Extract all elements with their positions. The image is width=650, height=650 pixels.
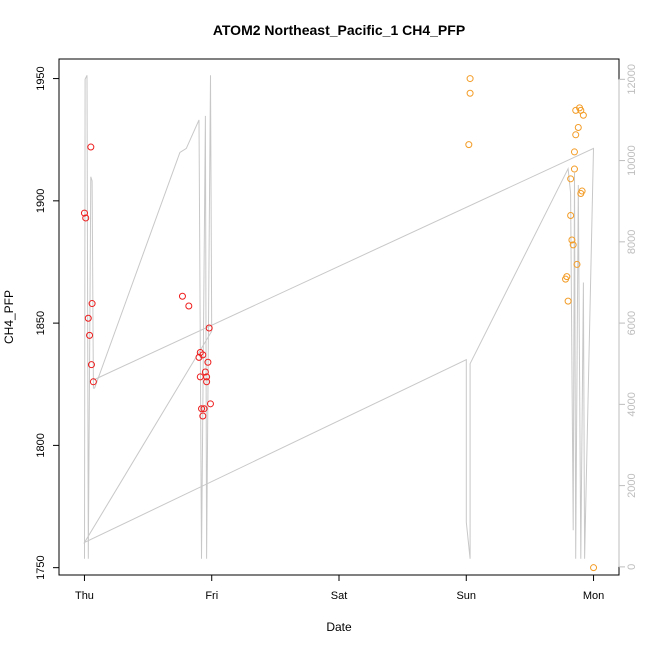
data-point-s1-19 [578,187,586,195]
data-point-s1-10 [570,148,578,156]
y2-tick-label: 2000 [626,473,638,497]
data-point-s0-4 [86,331,94,339]
y-axis-label: CH4_PFP [2,290,16,344]
data-point-s0-2 [87,143,95,151]
data-point-s1-0 [466,75,474,83]
data-point-s0-7 [89,378,97,386]
y2-tick-label: 4000 [626,392,638,416]
data-point-s0-22 [206,400,214,408]
y2-tick-label: 8000 [626,230,638,254]
altitude-line-layer [83,75,595,559]
data-point-s1-8 [568,236,576,244]
data-point-s0-3 [84,314,92,322]
data-point-s0-21 [205,324,213,332]
y-tick-label: 1800 [35,433,47,457]
y-tick-label: 1900 [35,189,47,213]
x-tick-label: Fri [205,590,218,602]
data-point-s1-9 [569,241,577,249]
data-point-s1-2 [465,141,473,149]
x-tick-label: Sun [456,590,476,602]
data-point-s1-14 [573,260,581,268]
data-point-s1-11 [570,165,578,173]
data-point-s1-6 [567,175,575,183]
data-point-s0-19 [203,373,211,381]
data-point-s0-20 [204,358,212,366]
data-point-s0-6 [87,361,95,369]
y-tick-label: 1750 [35,555,47,579]
data-point-s1-15 [574,123,582,131]
y2-tick-label: 10000 [626,145,638,176]
data-point-s0-15 [199,412,207,420]
data-point-s0-5 [88,300,96,308]
data-point-s1-7 [567,212,575,220]
y-tick-label: 1850 [35,311,47,335]
altitude-line [83,75,595,559]
y2-tick-label: 6000 [626,311,638,335]
chart-title: ATOM2 Northeast_Pacific_1 CH4_PFP [213,22,465,38]
data-point-s1-5 [564,297,572,305]
x-tick-label: Mon [583,590,604,602]
data-point-s0-16 [200,405,208,413]
y2-tick-label: 0 [626,564,638,570]
data-point-s0-12 [199,351,207,359]
data-point-s0-0 [80,209,88,217]
data-point-s0-9 [185,302,193,310]
axes-layer: Thu Fri Sat Sun Mon 1750 1800 1850 1900 1950 0 2000… [35,64,638,602]
y-tick-label: 1950 [35,66,47,90]
data-point-s0-17 [201,368,209,376]
data-point-s0-1 [82,214,90,222]
points-layer [80,75,598,572]
x-tick-label: Thu [75,590,94,602]
data-point-s0-18 [203,378,211,386]
data-point-s1-21 [590,564,598,572]
data-point-s1-12 [572,131,580,139]
data-point-s0-14 [198,405,206,413]
plot-frame [58,58,620,576]
x-tick-label: Sat [331,590,348,602]
data-point-s1-20 [579,111,587,119]
y2-tick-label: 12000 [626,64,638,95]
data-point-s1-4 [563,273,571,281]
data-point-s0-8 [178,292,186,300]
data-point-s1-1 [466,89,474,97]
x-axis-label: Date [326,620,352,634]
